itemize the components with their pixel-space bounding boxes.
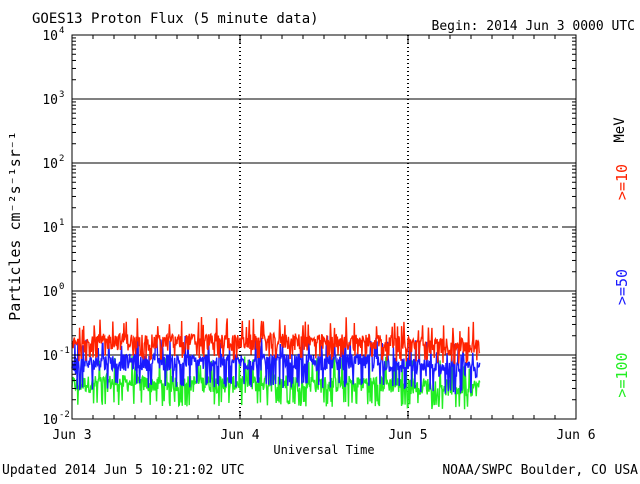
data-source: NOAA/SWPC Boulder, CO USA [442,463,638,478]
series-line [71,317,481,365]
svg-text:-2: -2 [59,410,70,420]
svg-text:10: 10 [42,285,58,300]
svg-text:-1: -1 [59,346,70,356]
svg-text:10: 10 [42,413,58,428]
svg-text:10: 10 [42,157,58,172]
y-tick-label: 10 4 [42,26,64,44]
x-axis-label: Universal Time [273,443,374,457]
x-tick-label: Jun 6 [556,428,595,443]
svg-text:3: 3 [59,90,64,100]
updated-timestamp: Updated 2014 Jun 5 10:21:02 UTC [2,463,245,478]
svg-text:0: 0 [59,282,64,292]
x-tick-label: Jun 3 [52,428,91,443]
x-tick-label: Jun 4 [220,428,259,443]
y-tick-label: 10 2 [42,154,64,172]
legend-entry: >=50 [613,269,631,305]
chart-title: GOES13 Proton Flux (5 minute data) [32,11,319,27]
legend-entry: >=10 [613,164,631,200]
y-tick-label: 10 0 [42,282,64,300]
svg-text:10: 10 [42,221,58,236]
y-tick-label: 10 -2 [42,410,70,428]
svg-text:10: 10 [42,349,58,364]
y-axis-label: Particles cm⁻²s⁻¹sr⁻¹ [6,131,24,321]
begin-time: Begin: 2014 Jun 3 0000 UTC [432,19,636,34]
x-tick-label: Jun 5 [388,428,427,443]
svg-text:10: 10 [42,93,58,108]
legend-entry: >=100 [613,352,631,397]
svg-text:1: 1 [59,218,64,228]
y-tick-label: 10 3 [42,90,64,108]
svg-text:4: 4 [59,26,64,36]
legend-unit: MeV [612,117,628,143]
y-tick-label: 10 1 [42,218,64,236]
series-line [71,335,481,395]
svg-text:10: 10 [42,29,58,44]
svg-text:2: 2 [59,154,64,164]
y-tick-label: 10 -1 [42,346,70,364]
